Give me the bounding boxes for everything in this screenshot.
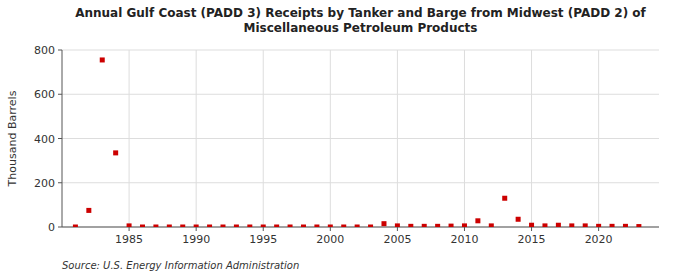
point (435, 224, 440, 227)
x-tick (598, 227, 599, 231)
point (234, 225, 239, 228)
y-tick-label: 200 (34, 177, 55, 190)
x-tick-label: 2015 (518, 233, 546, 246)
point (355, 225, 360, 228)
point (596, 224, 601, 227)
x-tick (330, 227, 331, 231)
point (341, 225, 346, 228)
x-tick-label: 2010 (450, 233, 478, 246)
x-tick (263, 227, 264, 231)
source-note: Source: U.S. Energy Information Administ… (62, 260, 299, 271)
x-tick-label: 1985 (115, 233, 143, 246)
x-tick (531, 227, 532, 231)
y-tick (58, 227, 62, 228)
point (516, 217, 521, 222)
grid (62, 50, 659, 227)
grid-line-y (62, 94, 659, 95)
point (569, 223, 574, 227)
point (449, 224, 454, 227)
point (220, 225, 225, 228)
point (623, 224, 628, 227)
point (247, 225, 252, 228)
grid-line-x (397, 50, 398, 227)
point (542, 223, 547, 227)
grid-line-y (62, 50, 659, 51)
y-tick (58, 138, 62, 139)
grid-line-x (330, 50, 331, 227)
y-tick (58, 182, 62, 183)
point (610, 224, 615, 227)
point (153, 225, 158, 228)
point (261, 225, 266, 228)
point (583, 223, 588, 227)
x-tick (129, 227, 130, 231)
chart: Annual Gulf Coast (PADD 3) Receipts by T… (0, 0, 675, 275)
point (529, 223, 534, 227)
grid-line-y (62, 182, 659, 183)
title-line: Miscellaneous Petroleum Products (244, 21, 478, 35)
grid-line-y (62, 138, 659, 139)
y-tick-label: 600 (34, 88, 55, 101)
grid-line-x (129, 50, 130, 227)
x-tick (196, 227, 197, 231)
point (73, 225, 78, 228)
y-tick-label: 0 (48, 221, 55, 234)
grid-line-x (464, 50, 465, 227)
point (422, 224, 427, 227)
grid-line-x (531, 50, 532, 227)
y-tick (58, 50, 62, 51)
x-tick (464, 227, 465, 231)
y-tick-label: 400 (34, 133, 55, 146)
point (395, 223, 400, 227)
point (180, 225, 185, 228)
point (113, 150, 118, 155)
point (489, 223, 494, 227)
x-tick-label: 2005 (383, 233, 411, 246)
y-tick-label: 800 (34, 44, 55, 57)
x-tick (397, 227, 398, 231)
point (140, 225, 145, 228)
y-axis-label: Thousand Barrels (6, 90, 19, 187)
title-line: Annual Gulf Coast (PADD 3) Receipts by T… (75, 6, 646, 20)
grid-line-x (263, 50, 264, 227)
point (207, 225, 212, 228)
grid-line-x (598, 50, 599, 227)
point (475, 218, 480, 223)
point (636, 224, 641, 227)
x-tick-label: 1995 (249, 233, 277, 246)
point (274, 225, 279, 228)
point (167, 225, 172, 228)
point (368, 225, 373, 228)
title: Annual Gulf Coast (PADD 3) Receipts by T… (75, 6, 646, 35)
point (288, 225, 293, 228)
point (194, 225, 199, 228)
point (462, 223, 467, 227)
point (556, 223, 561, 227)
point (100, 57, 105, 62)
grid-line-x (196, 50, 197, 227)
point (381, 221, 386, 226)
point (301, 225, 306, 228)
points (73, 57, 641, 227)
x-tick-label: 2020 (585, 233, 613, 246)
point (408, 224, 413, 227)
x-tick-label: 1990 (182, 233, 210, 246)
point (314, 225, 319, 228)
point (328, 225, 333, 228)
point (127, 223, 132, 227)
y-tick (58, 94, 62, 95)
point (86, 208, 91, 213)
x-tick-label: 2000 (316, 233, 344, 246)
point (502, 196, 507, 201)
